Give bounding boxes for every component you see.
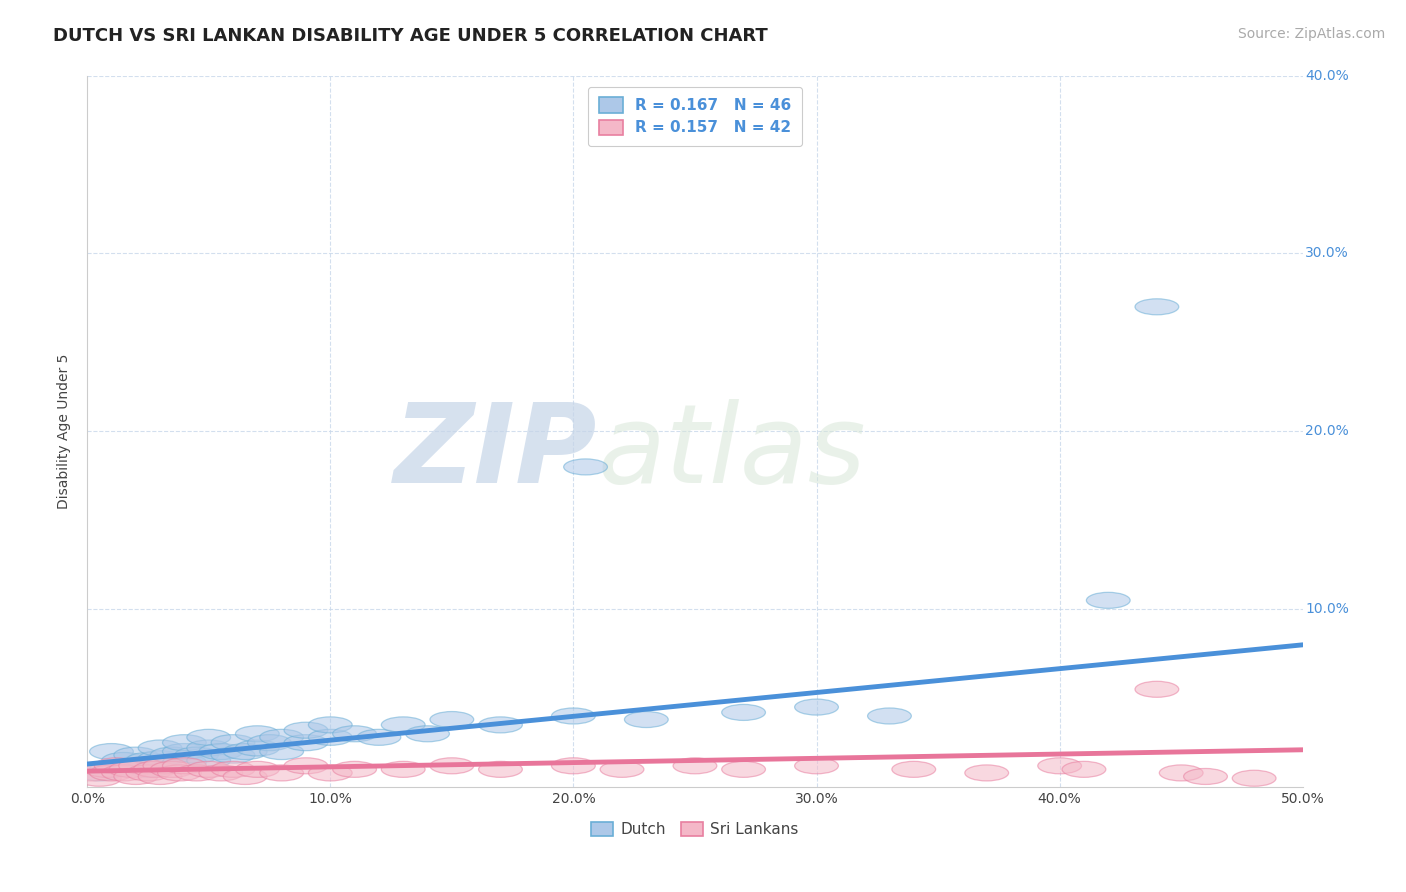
Text: atlas: atlas xyxy=(598,400,866,506)
Ellipse shape xyxy=(868,708,911,724)
Ellipse shape xyxy=(1062,762,1107,777)
Ellipse shape xyxy=(551,758,595,773)
Ellipse shape xyxy=(235,740,280,756)
Ellipse shape xyxy=(70,765,114,780)
Ellipse shape xyxy=(174,747,218,764)
Ellipse shape xyxy=(143,758,187,773)
Ellipse shape xyxy=(564,458,607,475)
Ellipse shape xyxy=(1232,771,1277,786)
Ellipse shape xyxy=(174,765,218,780)
Ellipse shape xyxy=(284,735,328,751)
Ellipse shape xyxy=(114,758,157,773)
Ellipse shape xyxy=(163,755,207,771)
Ellipse shape xyxy=(1135,299,1178,315)
Ellipse shape xyxy=(247,735,291,751)
Text: 30.0%: 30.0% xyxy=(1305,246,1348,260)
Ellipse shape xyxy=(284,758,328,773)
Ellipse shape xyxy=(200,765,243,780)
Legend: Dutch, Sri Lankans: Dutch, Sri Lankans xyxy=(585,816,804,844)
Ellipse shape xyxy=(891,762,935,777)
Ellipse shape xyxy=(211,762,254,777)
Ellipse shape xyxy=(163,735,207,751)
Ellipse shape xyxy=(138,769,181,784)
Text: 10.0%: 10.0% xyxy=(1305,602,1350,616)
Ellipse shape xyxy=(224,744,267,760)
Text: ZIP: ZIP xyxy=(394,400,598,506)
Ellipse shape xyxy=(127,765,170,780)
Ellipse shape xyxy=(260,744,304,760)
Ellipse shape xyxy=(101,765,145,780)
Text: Source: ZipAtlas.com: Source: ZipAtlas.com xyxy=(1237,27,1385,41)
Ellipse shape xyxy=(794,699,838,715)
Ellipse shape xyxy=(127,753,170,769)
Ellipse shape xyxy=(90,765,134,780)
Ellipse shape xyxy=(224,769,267,784)
Ellipse shape xyxy=(260,730,304,746)
Ellipse shape xyxy=(721,762,765,777)
Ellipse shape xyxy=(187,753,231,769)
Ellipse shape xyxy=(260,765,304,780)
Ellipse shape xyxy=(478,717,523,733)
Ellipse shape xyxy=(200,744,243,760)
Ellipse shape xyxy=(118,758,163,773)
Text: 20.0%: 20.0% xyxy=(1305,425,1348,438)
Ellipse shape xyxy=(138,740,181,756)
Ellipse shape xyxy=(1087,592,1130,608)
Ellipse shape xyxy=(235,762,280,777)
Ellipse shape xyxy=(406,726,450,742)
Ellipse shape xyxy=(357,730,401,746)
Ellipse shape xyxy=(90,762,134,777)
Ellipse shape xyxy=(101,753,145,769)
Ellipse shape xyxy=(308,730,352,746)
Ellipse shape xyxy=(150,762,194,777)
Ellipse shape xyxy=(211,735,254,751)
Ellipse shape xyxy=(430,758,474,773)
Ellipse shape xyxy=(284,723,328,739)
Ellipse shape xyxy=(235,726,280,742)
Ellipse shape xyxy=(721,705,765,721)
Ellipse shape xyxy=(84,762,128,777)
Text: 40.0%: 40.0% xyxy=(1305,69,1348,83)
Ellipse shape xyxy=(308,717,352,733)
Ellipse shape xyxy=(187,730,231,746)
Ellipse shape xyxy=(1038,758,1081,773)
Ellipse shape xyxy=(138,751,181,767)
Ellipse shape xyxy=(1160,765,1204,780)
Ellipse shape xyxy=(308,765,352,780)
Ellipse shape xyxy=(187,740,231,756)
Ellipse shape xyxy=(430,712,474,728)
Ellipse shape xyxy=(90,744,134,760)
Ellipse shape xyxy=(333,726,377,742)
Ellipse shape xyxy=(134,762,177,777)
Ellipse shape xyxy=(157,765,201,780)
Ellipse shape xyxy=(381,762,425,777)
Ellipse shape xyxy=(673,758,717,773)
Ellipse shape xyxy=(478,762,523,777)
Ellipse shape xyxy=(211,747,254,764)
Ellipse shape xyxy=(110,762,153,777)
Ellipse shape xyxy=(187,762,231,777)
Ellipse shape xyxy=(163,744,207,760)
Y-axis label: Disability Age Under 5: Disability Age Under 5 xyxy=(58,353,72,509)
Ellipse shape xyxy=(163,758,207,773)
Ellipse shape xyxy=(1184,769,1227,784)
Text: DUTCH VS SRI LANKAN DISABILITY AGE UNDER 5 CORRELATION CHART: DUTCH VS SRI LANKAN DISABILITY AGE UNDER… xyxy=(53,27,768,45)
Ellipse shape xyxy=(551,708,595,724)
Ellipse shape xyxy=(381,717,425,733)
Ellipse shape xyxy=(127,762,170,777)
Ellipse shape xyxy=(794,758,838,773)
Ellipse shape xyxy=(600,762,644,777)
Ellipse shape xyxy=(333,762,377,777)
Ellipse shape xyxy=(624,712,668,728)
Ellipse shape xyxy=(150,747,194,764)
Ellipse shape xyxy=(77,771,121,786)
Ellipse shape xyxy=(1135,681,1178,698)
Ellipse shape xyxy=(138,758,181,773)
Ellipse shape xyxy=(114,747,157,764)
Ellipse shape xyxy=(77,765,121,780)
Ellipse shape xyxy=(94,758,138,773)
Ellipse shape xyxy=(965,765,1008,780)
Ellipse shape xyxy=(114,769,157,784)
